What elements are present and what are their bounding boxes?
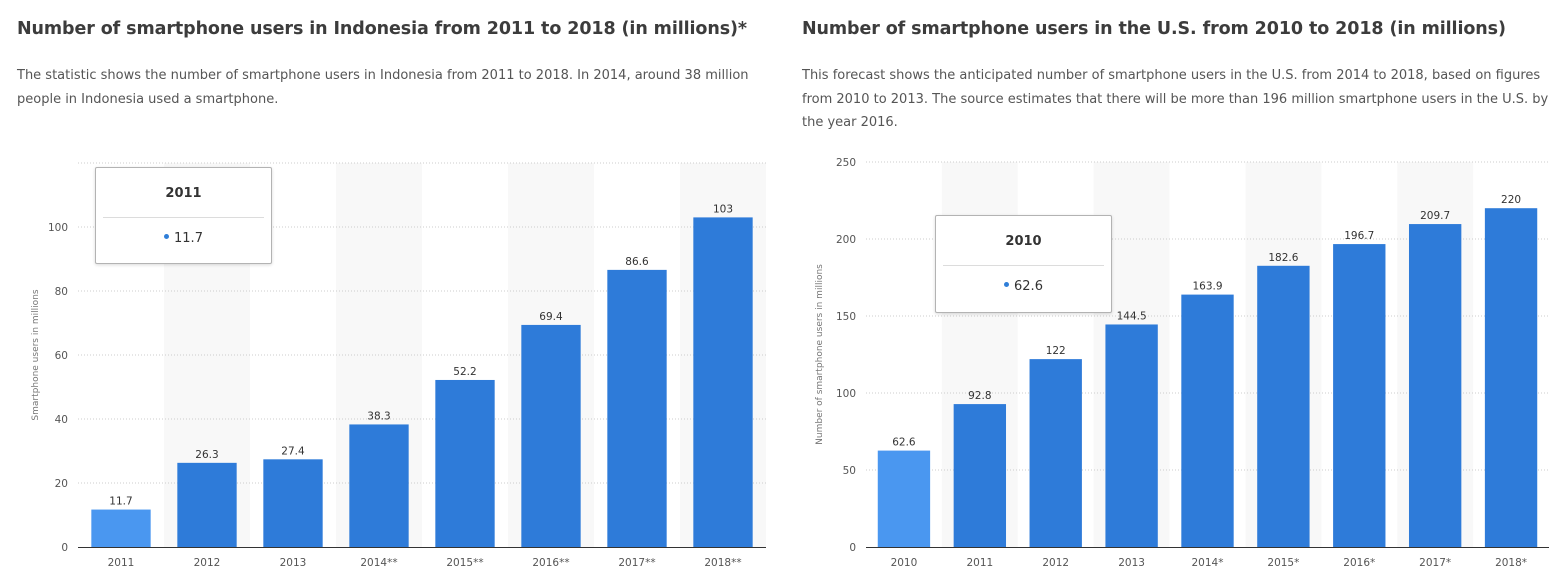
chart-description: The statistic shows the number of smartp… (17, 68, 749, 107)
data-label: 26.3 (195, 449, 218, 461)
x-tick-label: 2012 (194, 557, 221, 569)
bar (877, 450, 931, 547)
tooltip-row: 62.6 (936, 279, 1111, 294)
data-label: 27.4 (281, 445, 305, 457)
bar (1029, 359, 1082, 547)
y-tick-label: 250 (836, 157, 856, 169)
data-label: 163.9 (1192, 281, 1222, 293)
series-dot-icon (1004, 282, 1010, 287)
bar (177, 462, 237, 547)
x-tick-label: 2015** (446, 557, 483, 569)
bar (1484, 208, 1538, 547)
x-tick-label: 2013 (280, 557, 307, 569)
data-label: 209.7 (1420, 210, 1450, 222)
tooltip-header: 2010 (1005, 234, 1042, 249)
x-tick-label: 2018** (704, 557, 741, 569)
data-label: 38.3 (367, 410, 390, 422)
data-label: 103 (713, 203, 733, 215)
tooltip-value: 11.7 (174, 231, 203, 246)
x-tick-label: 2016** (532, 557, 569, 569)
x-tick-label: 2017** (618, 557, 655, 569)
tooltip-row: 11.7 (96, 231, 271, 246)
chart-tooltip: 2011 11.7 (95, 167, 272, 264)
chart-title: Number of smartphone users in Indonesia … (17, 19, 747, 39)
bar (607, 269, 667, 547)
bar (435, 379, 495, 547)
bar (953, 404, 1007, 547)
y-tick-label: 200 (836, 234, 856, 246)
bar (349, 424, 409, 547)
bar (693, 217, 753, 547)
y-tick-label: 20 (55, 478, 68, 490)
bar-chart-us: 0 50 100 150 200 250 Number of smartphone user… (815, 157, 1549, 569)
chart-tooltip: 2010 62.6 (935, 215, 1112, 313)
bar (1257, 265, 1310, 547)
series-dot-icon (164, 234, 170, 239)
y-tick-label: 50 (843, 465, 856, 477)
bar (1408, 224, 1462, 547)
x-tick-label: 2018* (1495, 557, 1527, 569)
data-label: 11.7 (109, 496, 132, 508)
data-label: 196.7 (1344, 230, 1374, 242)
x-tick-label: 2014** (360, 557, 397, 569)
x-tick-label: 2014* (1192, 557, 1224, 569)
y-tick-label: 100 (836, 388, 856, 400)
tooltip-value: 62.6 (1014, 279, 1043, 294)
x-tick-label: 2016* (1343, 557, 1375, 569)
data-label: 92.8 (968, 390, 991, 402)
bar (521, 324, 581, 547)
y-tick-label: 100 (48, 222, 68, 234)
x-tick-label: 2012 (1042, 557, 1069, 569)
tooltip-separator (943, 265, 1104, 266)
x-tick-label: 2013 (1118, 557, 1145, 569)
chart-description: This forecast shows the anticipated numb… (802, 68, 1549, 130)
bar (1333, 244, 1386, 547)
data-label: 182.6 (1268, 252, 1298, 264)
chart-title: Number of smartphone users in the U.S. f… (802, 19, 1506, 39)
data-label: 144.5 (1117, 310, 1147, 322)
y-axis-title: Number of smartphone users in millions (815, 264, 825, 445)
bar (263, 459, 323, 547)
y-tick-label: 60 (55, 350, 68, 362)
x-tick-label: 2017* (1419, 557, 1451, 569)
tooltip-separator (103, 217, 264, 218)
y-tick-label: 0 (61, 542, 68, 554)
y-tick-label: 40 (55, 414, 68, 426)
data-label: 52.2 (453, 366, 476, 378)
x-tick-label: 2011 (108, 557, 135, 569)
tooltip-header: 2011 (165, 186, 202, 201)
bar (1181, 294, 1234, 547)
chart-panel-us: Number of smartphone users in the U.S. f… (783, 0, 1566, 587)
x-tick-label: 2015* (1267, 557, 1299, 569)
x-tick-label: 2010 (891, 557, 918, 569)
bar-chart-indonesia: 0 20 40 60 80 100 Smartphone users in millions… (31, 162, 766, 569)
data-label: 220 (1501, 194, 1521, 206)
data-label: 122 (1046, 345, 1066, 357)
y-tick-label: 80 (55, 286, 68, 298)
x-tick-label: 2011 (966, 557, 993, 569)
chart-panel-indonesia: Number of smartphone users in Indonesia … (17, 19, 766, 569)
bar (91, 509, 151, 547)
bar (1105, 324, 1158, 547)
data-label: 69.4 (539, 311, 563, 323)
data-label: 86.6 (625, 256, 649, 268)
y-axis-title: Smartphone users in millions (31, 289, 41, 420)
y-tick-label: 0 (849, 542, 856, 554)
y-tick-label: 150 (836, 311, 856, 323)
data-label: 62.6 (892, 437, 916, 449)
